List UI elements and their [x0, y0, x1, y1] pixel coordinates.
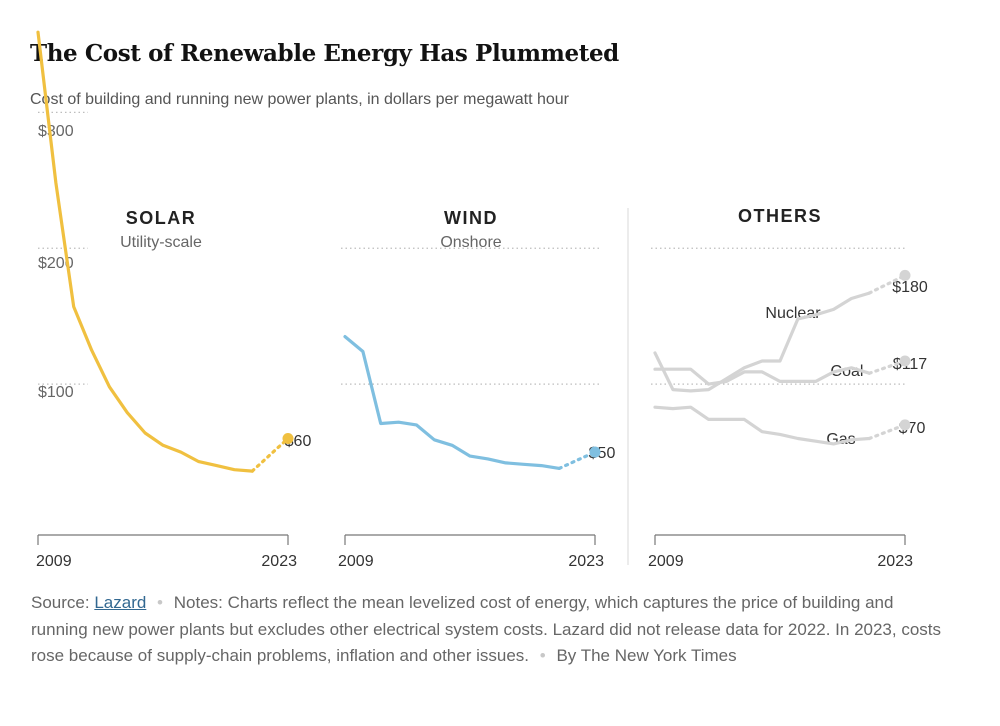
y-tick-label-300: $300	[38, 123, 74, 140]
y-tick-label-100: $100	[38, 384, 74, 401]
solar-projection-line	[250, 436, 290, 473]
source-link[interactable]: Lazard	[94, 593, 147, 612]
solar-series-line	[36, 30, 254, 473]
others-panel-title: OTHERS	[738, 206, 822, 226]
coal-end-point	[899, 355, 911, 367]
separator-dot: •	[157, 593, 163, 612]
others-x-start-label: 2009	[648, 553, 684, 570]
wind-x-end-label: 2023	[568, 553, 604, 570]
others-x-end-label: 2023	[877, 553, 913, 570]
solar-panel-title: SOLAR	[126, 208, 197, 228]
gas-series-line	[653, 405, 871, 446]
page-subtitle: Cost of building and running new power p…	[30, 91, 569, 108]
nuclear-series-label: Nuclear	[765, 305, 821, 322]
coal-series-label: Coal	[831, 363, 864, 380]
nuclear-end-point	[899, 269, 911, 281]
wind-panel-subtitle: Onshore	[440, 234, 501, 251]
gas-end-point	[899, 419, 911, 431]
separator-dot: •	[539, 646, 546, 665]
chart-marks	[36, 30, 911, 545]
wind-projection-line	[557, 450, 597, 470]
notes-text: Notes: Charts reflect the mean levelized…	[31, 593, 942, 665]
wind-end-point	[589, 446, 601, 458]
nuclear-end-label: $180	[892, 279, 928, 296]
coal-projection-line	[867, 359, 907, 375]
source-notes: Source: Lazard • Notes: Charts reflect t…	[31, 590, 951, 670]
coal-series-line	[653, 366, 871, 386]
solar-panel-subtitle: Utility-scale	[120, 234, 202, 251]
small-multiples-chart: SOLAR Utility-scale WIND Onshore OTHERS …	[36, 30, 928, 570]
wind-panel-title: WIND	[444, 208, 498, 228]
solar-x-end-label: 2023	[261, 553, 297, 570]
solar-end-point	[282, 432, 294, 444]
y-tick-label-200: $200	[38, 255, 74, 272]
nuclear-projection-line	[867, 273, 907, 295]
source-label: Source:	[31, 593, 90, 612]
solar-x-start-label: 2009	[36, 553, 72, 570]
page-title: The Cost of Renewable Energy Has Plummet…	[30, 40, 619, 67]
wind-series-line	[343, 335, 561, 470]
credit-text: By The New York Times	[556, 646, 737, 665]
nuclear-series-line	[653, 291, 871, 393]
gas-projection-line	[867, 423, 907, 441]
wind-x-start-label: 2009	[338, 553, 374, 570]
